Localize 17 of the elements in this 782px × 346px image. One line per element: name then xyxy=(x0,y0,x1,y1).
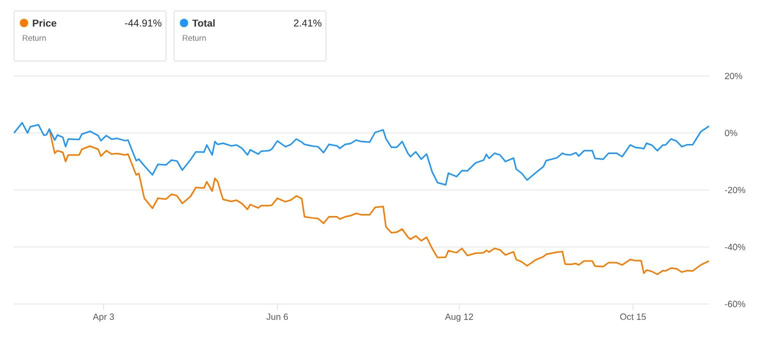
legend-label: Total xyxy=(192,19,215,27)
y-tick-label: -20% xyxy=(724,186,746,194)
text: Return xyxy=(22,35,46,41)
x-tick-label: Jun 6 xyxy=(266,314,288,320)
x-tick-label: Aug 12 xyxy=(444,314,474,322)
y-tick-label: 20% xyxy=(724,72,742,80)
line-series xyxy=(48,128,710,276)
y-tick-label: 0% xyxy=(724,130,738,136)
y-tick-label: -60% xyxy=(724,300,746,308)
legend-label: Price xyxy=(32,19,56,27)
text: -44.91% xyxy=(124,19,162,27)
x-tick-label: Oct 15 xyxy=(620,314,646,320)
y-tick-label: -40% xyxy=(724,244,746,250)
text: Return xyxy=(182,35,206,41)
text: 2.41% xyxy=(294,19,322,27)
x-tick-label: Apr 3 xyxy=(92,314,114,322)
line-series xyxy=(13,122,710,186)
